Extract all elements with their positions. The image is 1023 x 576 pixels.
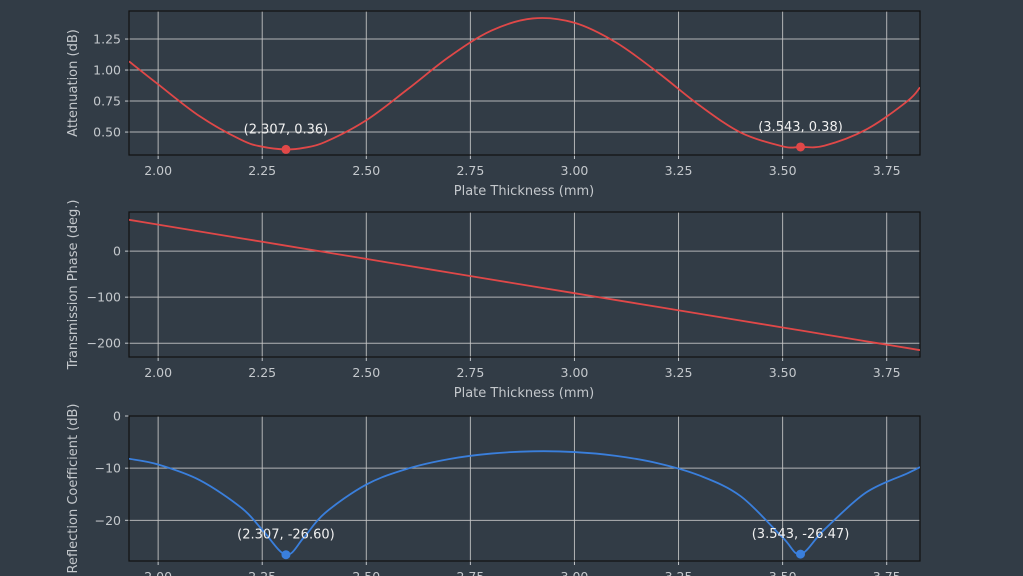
- x-tick-label: 3.50: [769, 365, 797, 380]
- x-tick-label: 3.50: [769, 569, 797, 576]
- y-tick-label: −100: [87, 290, 121, 305]
- y-tick-label: 0.75: [93, 94, 121, 109]
- x-tick-label: 3.75: [873, 163, 901, 178]
- x-tick-label: 2.00: [144, 365, 172, 380]
- x-tick-label: 3.25: [665, 365, 693, 380]
- annotation-label: (2.307, 0.36): [244, 122, 329, 137]
- y-tick-label: 0: [113, 409, 121, 424]
- x-tick-label: 2.50: [352, 163, 380, 178]
- x-tick-label: 2.75: [456, 569, 484, 576]
- y-tick-label: −10: [95, 461, 121, 476]
- x-axis-label: Plate Thickness (mm): [454, 386, 595, 401]
- y-axis-label: Reflection Coefficient (dB): [66, 404, 81, 574]
- annotation-label: (3.543, 0.38): [758, 120, 843, 135]
- y-tick-label: 1.25: [93, 32, 121, 47]
- annotation-marker: [281, 550, 291, 560]
- y-axis-label: Transmission Phase (deg.): [66, 200, 81, 371]
- x-tick-label: 2.75: [456, 365, 484, 380]
- x-tick-label: 2.50: [352, 365, 380, 380]
- x-tick-label: 3.75: [873, 569, 901, 576]
- axes-frame: [128, 415, 921, 562]
- x-tick-label: 2.75: [456, 163, 484, 178]
- subplot-3: 2.00 2.25 2.50 2.75 3.00 3.25 3.50 3.75 −20 −10 0 (…: [66, 404, 921, 576]
- annotation-label: (3.543, -26.47): [752, 527, 850, 542]
- series-line: [129, 218, 920, 352]
- y-tick-label: 1.00: [93, 63, 121, 78]
- x-tick-label: 3.75: [873, 365, 901, 380]
- subplot-2: 2.00 2.25 2.50 2.75 3.00 3.25 3.50 3.75 −200 −100…: [66, 200, 921, 401]
- y-tick-label: −20: [95, 513, 121, 528]
- subplot-1: 2.00 2.25 2.50 2.75 3.00 3.25 3.50 3.75 0.50 0.75…: [66, 10, 921, 199]
- x-tick-label: 3.00: [561, 365, 589, 380]
- axes-frame: [128, 211, 921, 358]
- x-tick-label: 2.25: [248, 163, 276, 178]
- y-tick-label: 0.50: [93, 125, 121, 140]
- annotation-marker: [796, 549, 806, 559]
- x-tick-label: 2.50: [352, 569, 380, 576]
- y-tick-label: 0: [113, 244, 121, 259]
- axes-frame: [128, 10, 921, 156]
- annotation-marker: [796, 142, 806, 152]
- x-tick-label: 2.00: [144, 569, 172, 576]
- x-tick-label: 2.25: [248, 569, 276, 576]
- x-tick-label: 3.00: [561, 569, 589, 576]
- x-tick-label: 3.25: [665, 163, 693, 178]
- annotation-label: (2.307, -26.60): [237, 528, 335, 543]
- y-axis-label: Attenuation (dB): [66, 29, 81, 137]
- annotation-marker: [281, 144, 291, 154]
- x-tick-label: 3.50: [769, 163, 797, 178]
- x-tick-label: 3.00: [561, 163, 589, 178]
- x-tick-label: 3.25: [665, 569, 693, 576]
- x-axis-label: Plate Thickness (mm): [454, 184, 595, 199]
- x-tick-label: 2.00: [144, 163, 172, 178]
- x-tick-label: 2.25: [248, 365, 276, 380]
- y-tick-label: −200: [87, 336, 121, 351]
